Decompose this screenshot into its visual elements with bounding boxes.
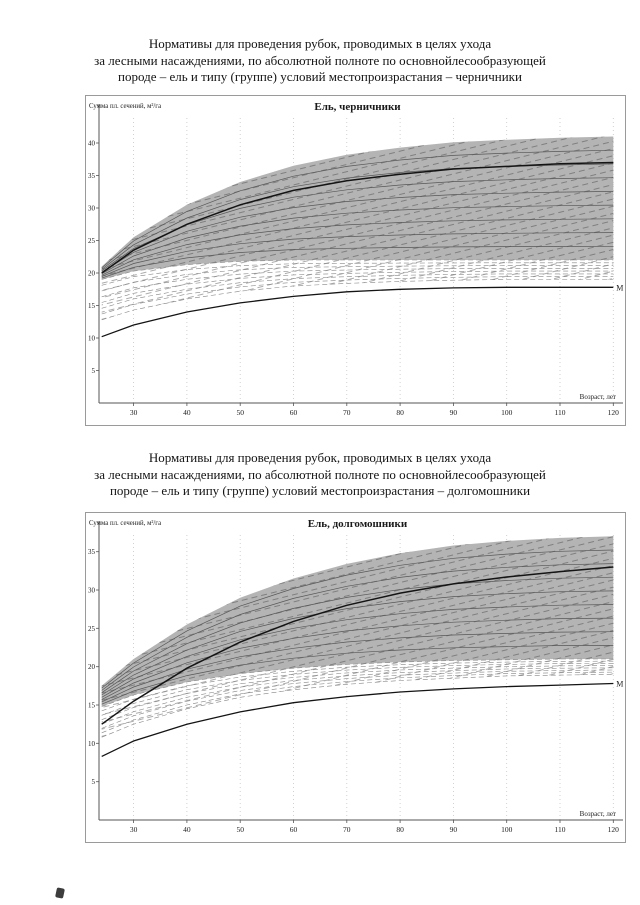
svg-text:60: 60 bbox=[290, 825, 298, 834]
svg-text:20: 20 bbox=[88, 663, 96, 671]
y-axis-ticks: 5 10 15 20 25 30 35 40 bbox=[88, 140, 99, 375]
normative-zone-hatch bbox=[101, 136, 614, 280]
svg-text:120: 120 bbox=[608, 825, 620, 834]
chart-el-chernichniki: М 5 10 15 20 25 30 35 40 30 40 50 60 70 80 90 100 110 120 Е… bbox=[85, 95, 626, 426]
normative-zone-hatch bbox=[101, 536, 614, 707]
x-axis-label: Возраст, лет bbox=[580, 393, 616, 401]
svg-text:5: 5 bbox=[92, 367, 96, 375]
caption-line: за лесными насаждениями, по абсолютной п… bbox=[94, 466, 546, 482]
svg-text:90: 90 bbox=[450, 408, 458, 417]
svg-text:25: 25 bbox=[88, 237, 96, 245]
svg-text:10: 10 bbox=[88, 740, 96, 748]
hatch-zone bbox=[101, 260, 614, 320]
axes bbox=[98, 104, 623, 404]
svg-text:15: 15 bbox=[88, 302, 96, 310]
svg-text:30: 30 bbox=[130, 408, 138, 417]
y-axis-label: Сумма пл. сечений, м²/га bbox=[89, 520, 161, 527]
svg-text:10: 10 bbox=[88, 335, 96, 343]
scan-artifact bbox=[55, 887, 65, 899]
svg-text:30: 30 bbox=[130, 825, 138, 834]
curve-label-M: М bbox=[616, 680, 623, 689]
svg-text:70: 70 bbox=[343, 825, 351, 834]
minimum-stocking-curve bbox=[101, 286, 614, 338]
caption-line: Нормативы для проведения рубок, проводим… bbox=[148, 36, 492, 51]
svg-text:30: 30 bbox=[88, 205, 96, 213]
upper-limit-curve bbox=[101, 161, 614, 274]
stocking-curves bbox=[101, 549, 614, 705]
axes bbox=[98, 521, 623, 821]
caption-line: за лесными насаждениями, по абсолютной п… bbox=[94, 52, 546, 68]
svg-text:80: 80 bbox=[396, 408, 404, 417]
y-axis-ticks: 5 10 15 20 25 30 35 bbox=[88, 548, 99, 786]
svg-text:35: 35 bbox=[88, 548, 96, 556]
dashed-curves bbox=[101, 658, 614, 738]
svg-text:60: 60 bbox=[290, 408, 298, 417]
caption-dolgomoshniki: Нормативы для проведения рубок, проводим… bbox=[0, 450, 640, 500]
caption-line: Нормативы для проведения рубок, проводим… bbox=[148, 450, 492, 465]
svg-text:100: 100 bbox=[501, 825, 513, 834]
svg-text:110: 110 bbox=[555, 825, 566, 834]
svg-text:50: 50 bbox=[236, 825, 244, 834]
chart-el-dolgomoshniki: М 5 10 15 20 25 30 35 30 40 50 60 70 80 90 100 110 120 Ель… bbox=[85, 512, 626, 843]
svg-text:110: 110 bbox=[555, 408, 566, 417]
caption-line: породе – ель и типу (группе) условий мес… bbox=[118, 69, 522, 84]
x-axis-label: Возраст, лет bbox=[580, 810, 616, 818]
curve-label-M: М bbox=[616, 283, 623, 292]
svg-text:80: 80 bbox=[396, 825, 404, 834]
caption-line: породе – ель и типу (группе) условий мес… bbox=[109, 483, 531, 498]
chart-canvas: М 5 10 15 20 25 30 35 30 40 50 60 70 80 90 100 110 120 Ель… bbox=[88, 518, 623, 834]
svg-text:100: 100 bbox=[501, 408, 513, 417]
svg-text:40: 40 bbox=[183, 408, 191, 417]
svg-text:5: 5 bbox=[92, 778, 96, 786]
svg-text:120: 120 bbox=[608, 408, 620, 417]
svg-text:40: 40 bbox=[183, 825, 191, 834]
chart-title: Ель, черничники bbox=[314, 101, 401, 113]
x-axis-ticks: 30 40 50 60 70 80 90 100 110 120 bbox=[130, 820, 619, 834]
upper-limit-curve bbox=[101, 566, 614, 725]
minimum-stocking-curve bbox=[101, 682, 614, 757]
svg-text:40: 40 bbox=[88, 140, 96, 148]
x-axis-ticks: 30 40 50 60 70 80 90 100 110 120 bbox=[130, 403, 619, 417]
svg-text:25: 25 bbox=[88, 625, 96, 633]
svg-text:15: 15 bbox=[88, 702, 96, 710]
caption-chernichniki: Нормативы для проведения рубок, проводим… bbox=[0, 36, 640, 86]
svg-text:50: 50 bbox=[236, 408, 244, 417]
svg-text:20: 20 bbox=[88, 270, 96, 278]
chart-canvas: М 5 10 15 20 25 30 35 40 30 40 50 60 70 80 90 100 110 120 Е… bbox=[88, 101, 623, 417]
y-axis-label: Сумма пл. сечений, м²/га bbox=[89, 103, 161, 110]
dashed-curves bbox=[101, 259, 614, 321]
svg-text:35: 35 bbox=[88, 172, 96, 180]
chart-title: Ель, долгомошники bbox=[308, 518, 408, 530]
svg-text:70: 70 bbox=[343, 408, 351, 417]
svg-text:30: 30 bbox=[88, 587, 96, 595]
svg-text:90: 90 bbox=[450, 825, 458, 834]
